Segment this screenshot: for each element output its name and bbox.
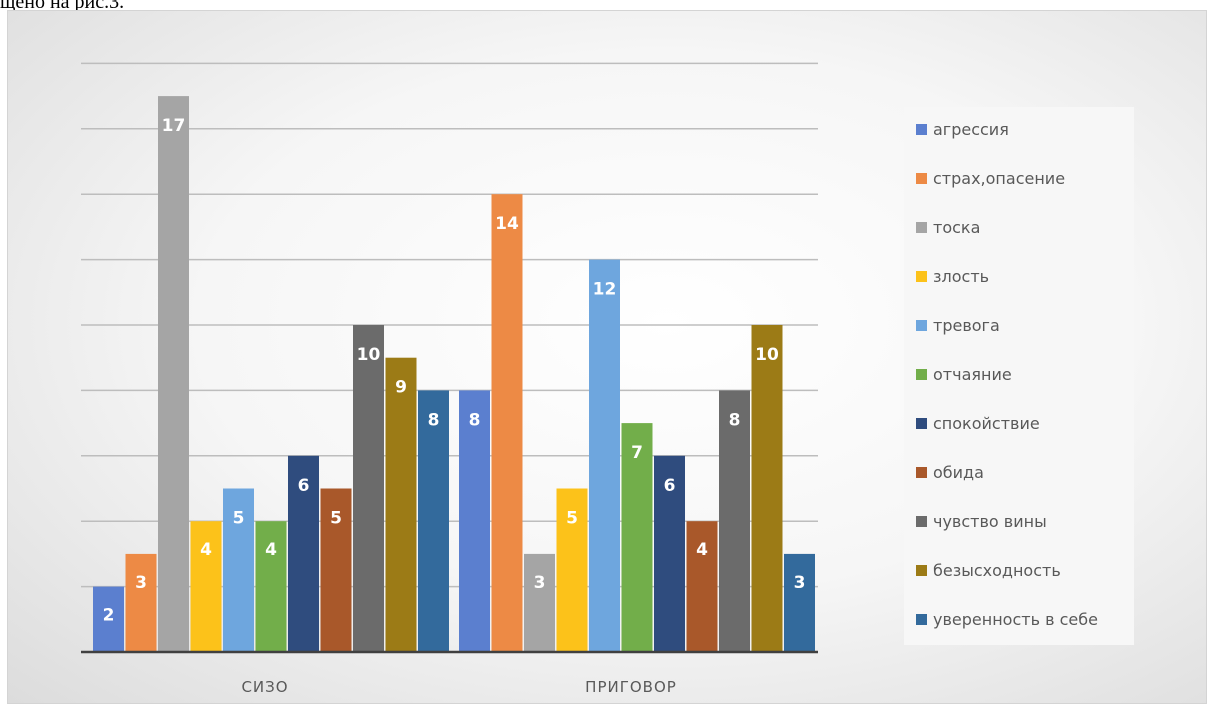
legend-item: страх,опасение [916, 168, 1065, 188]
bar [524, 553, 555, 652]
bar [719, 390, 750, 652]
data-label: 4 [200, 540, 212, 560]
legend-item: тоска [916, 217, 980, 237]
legend-swatch [916, 319, 927, 331]
legend-label: агрессия [933, 119, 1009, 139]
bar [288, 455, 319, 652]
data-label: 6 [298, 476, 310, 496]
data-label: 3 [794, 573, 806, 593]
data-label: 10 [357, 345, 381, 365]
data-label: 12 [593, 280, 617, 300]
legend-item: тревога [916, 315, 1000, 335]
legend-swatch [916, 270, 927, 282]
bar [459, 390, 490, 652]
data-label: 14 [495, 214, 519, 234]
legend-swatch [916, 172, 927, 184]
legend-label: тоска [933, 217, 981, 237]
bar [353, 325, 384, 652]
legend: агрессия страх,опасение тоска злость тревога… [904, 107, 1134, 645]
data-label: 8 [428, 410, 440, 430]
data-label: 8 [469, 410, 481, 430]
legend-label: тревога [933, 315, 1000, 335]
data-label: 9 [395, 378, 407, 398]
legend-swatch [916, 466, 927, 478]
legend-swatch [916, 123, 927, 135]
legend-label: чувство вины [933, 511, 1047, 531]
legend-swatch [916, 221, 927, 233]
bar [255, 521, 287, 652]
legend-item: спокойствие [916, 413, 1040, 433]
data-label: 10 [755, 345, 779, 365]
legend-item: безысходность [916, 560, 1061, 580]
page-caption: щено на рис.3. [0, 0, 125, 13]
bar [491, 194, 523, 652]
legend-swatch [916, 564, 927, 576]
bar [125, 553, 157, 652]
legend-item: уверенность в себе [916, 609, 1098, 629]
legend-item: обида [916, 462, 984, 482]
bar [784, 553, 815, 652]
legend-item: злость [916, 266, 989, 286]
legend-item: отчаяние [916, 364, 1012, 384]
data-label: 17 [162, 116, 186, 136]
data-label: 5 [566, 509, 578, 529]
bar [320, 488, 352, 652]
bar [385, 357, 417, 652]
legend-label: страх,опасение [933, 168, 1066, 188]
chart-frame: 2 8 3 14 17 3 4 5 5 12 4 7 6 6 5 4 10 8 9 10 8 3 СИЗО ПРИГОВОР … [7, 10, 1207, 704]
legend-swatch [916, 417, 927, 429]
legend-label: отчаяние [933, 364, 1012, 384]
data-label: 8 [729, 410, 741, 430]
category-tick-label: ПРИГОВОР [585, 678, 677, 696]
data-label: 4 [696, 540, 708, 560]
bar [223, 488, 254, 652]
legend-label: обида [933, 462, 984, 482]
legend-item: агрессия [916, 119, 1009, 139]
bar [686, 521, 718, 652]
bar [589, 259, 620, 652]
data-label: 3 [135, 573, 147, 593]
bar [158, 96, 189, 653]
category-tick-label: СИЗО [241, 678, 288, 696]
bar [751, 325, 783, 652]
data-label: 5 [233, 509, 245, 529]
legend-swatch [916, 515, 927, 527]
bar [654, 455, 685, 652]
bar [93, 586, 124, 652]
legend-label: спокойствие [933, 413, 1040, 433]
data-label: 7 [631, 443, 643, 463]
data-label: 4 [265, 540, 277, 560]
data-label: 2 [103, 606, 115, 626]
legend-label: злость [933, 266, 990, 286]
legend-label: безысходность [933, 560, 1061, 580]
bar [190, 521, 222, 652]
data-label: 3 [534, 573, 546, 593]
bar [556, 488, 588, 652]
legend-item: чувство вины [916, 511, 1047, 531]
bar [418, 390, 449, 652]
data-label: 5 [330, 509, 342, 529]
bar [621, 423, 653, 652]
legend-label: уверенность в себе [933, 609, 1098, 629]
legend-swatch [916, 368, 927, 380]
legend-swatch [916, 613, 927, 625]
data-label: 6 [664, 476, 676, 496]
